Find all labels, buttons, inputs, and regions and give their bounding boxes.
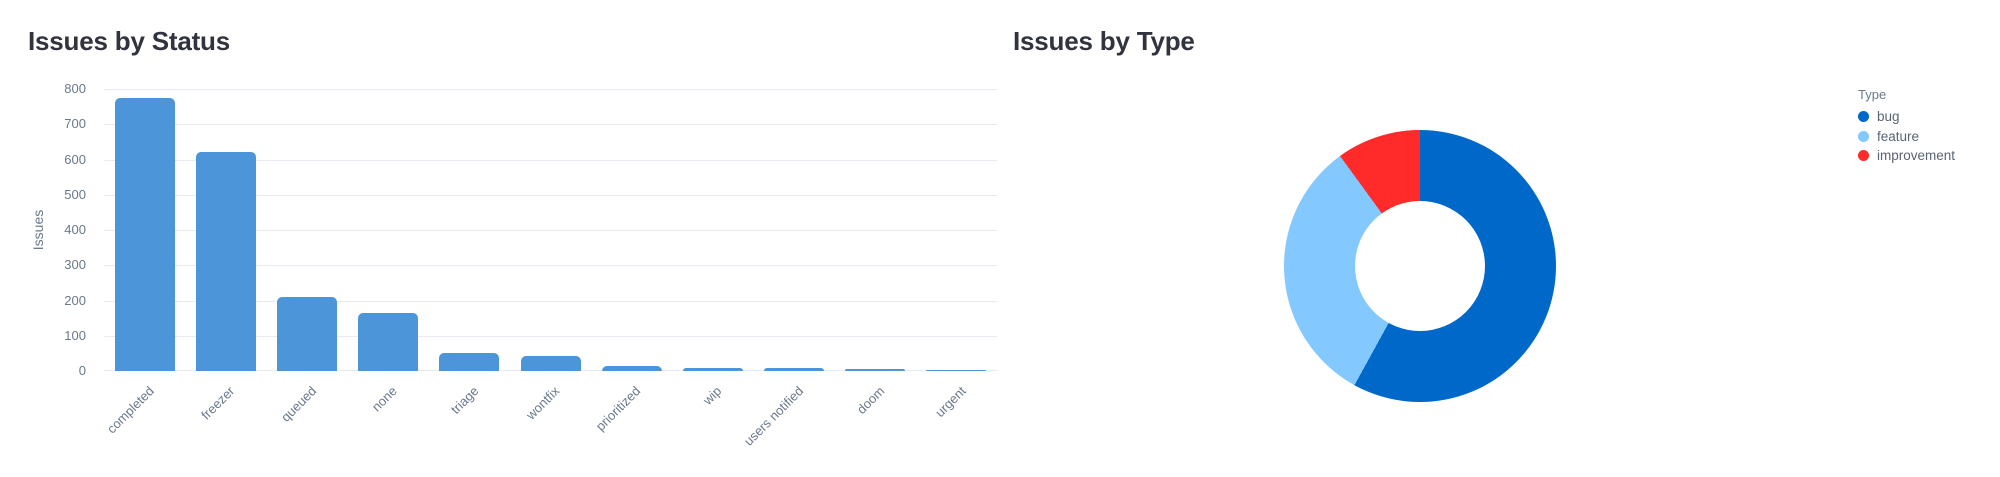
x-axis-tick-label: wontfix (523, 383, 563, 423)
bar-chart-title: Issues by Status (28, 26, 230, 56)
legend-items: bug feature improvement (1858, 107, 1955, 166)
legend-item-improvement[interactable]: improvement (1858, 146, 1955, 166)
x-axis-tick-label: none (368, 383, 401, 415)
donut-chart[interactable] (1284, 130, 1556, 402)
bar-queued[interactable] (276, 296, 337, 371)
bar-urgent[interactable] (926, 370, 987, 371)
y-axis-tick-label: 200 (64, 292, 86, 308)
x-axis-tick-label: urgent (931, 383, 969, 420)
legend-label: feature (1877, 128, 1920, 144)
bar-completed[interactable] (114, 97, 175, 371)
bar-freezer[interactable] (195, 152, 256, 371)
legend-title: Type (1858, 87, 1887, 102)
issues-by-status-chart: Issues by Status Issues 0 100 200 300 400 500… (28, 26, 997, 449)
x-axis-tick-label: queued (277, 383, 319, 425)
y-axis-tick-label: 100 (64, 327, 86, 343)
legend: Type bug feature improvement (1858, 87, 1955, 166)
gridline-100 (104, 335, 997, 337)
bar-wontfix[interactable] (520, 356, 581, 371)
gridline-200 (104, 300, 997, 302)
bar-users-notified[interactable] (764, 367, 825, 371)
y-axis-tick-label: 800 (64, 81, 86, 96)
x-axis-tick-label: users notified (740, 383, 806, 449)
y-axis-tick-label: 300 (64, 257, 86, 273)
gridline-400 (104, 230, 997, 231)
bar-prioritized[interactable] (601, 366, 662, 371)
x-axis-tick-label: wip (700, 383, 725, 408)
legend-swatch-feature (1858, 130, 1869, 142)
gridline-500 (104, 194, 997, 196)
y-axis-tick-label: 400 (64, 222, 86, 237)
bar-triage[interactable] (439, 352, 500, 371)
legend-swatch-improvement (1858, 150, 1869, 162)
x-axis-tick-label: triage (447, 383, 482, 417)
y-axis-tick-label: 700 (64, 116, 86, 132)
bar-wip[interactable] (682, 367, 743, 371)
donut-hole (1355, 201, 1485, 331)
gridline-300 (104, 265, 997, 267)
legend-label: bug (1877, 109, 1900, 125)
bar-none[interactable] (358, 312, 419, 371)
x-axis-tick-label: doom (853, 383, 888, 417)
x-axis-tick-label: prioritized (593, 383, 644, 434)
donut-chart-title: Issues by Type (1013, 26, 1195, 56)
legend-swatch-bug (1858, 111, 1869, 123)
legend-label: improvement (1877, 148, 1956, 164)
gridline-800 (104, 89, 997, 90)
legend-item-bug[interactable]: bug (1858, 107, 1955, 127)
gridline-600 (104, 159, 997, 161)
y-axis-tick-label: 0 (78, 363, 86, 378)
bar-doom[interactable] (845, 369, 906, 371)
legend-item-feature[interactable]: feature (1858, 127, 1955, 147)
x-axis-tick-label: freezer (198, 383, 238, 423)
gridline-700 (104, 124, 997, 126)
y-axis-tick-label: 600 (64, 151, 86, 167)
bar-plot-area (104, 89, 997, 371)
y-axis-tick-label: 500 (64, 186, 86, 202)
x-axis-tick-label: completed (103, 383, 157, 437)
